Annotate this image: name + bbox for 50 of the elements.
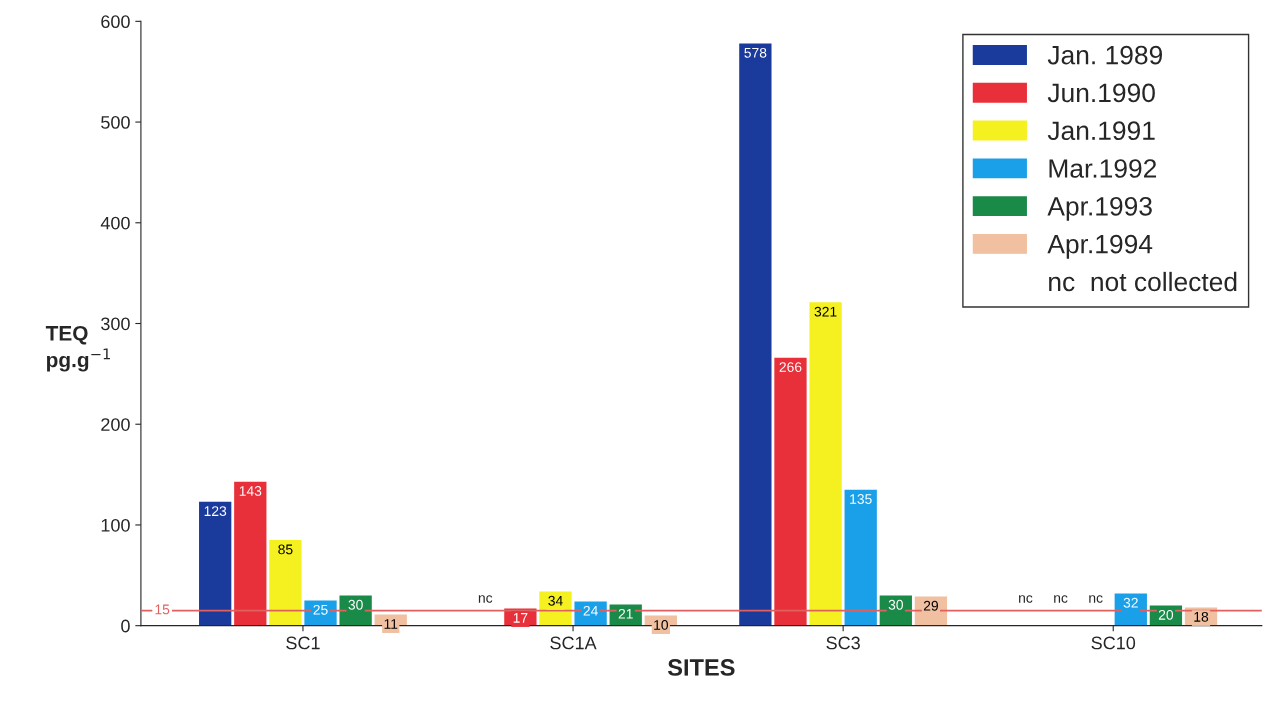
data-label: 25 [313, 604, 328, 615]
x-tick-label: SC1 [286, 636, 320, 650]
data-label: 32 [1123, 597, 1138, 608]
bar [269, 540, 302, 626]
data-label: 30 [888, 599, 903, 610]
data-label: 266 [779, 362, 802, 372]
x-tick-label: SC10 [1091, 636, 1136, 650]
data-label: 34 [548, 595, 563, 606]
text: nc [1089, 595, 1103, 603]
annotation: nc not collected [1049, 271, 1237, 292]
x-tick-label: SC3 [826, 636, 860, 650]
data-label: 85 [278, 544, 293, 555]
data-label: 123 [204, 506, 227, 517]
data-label: 20 [1158, 609, 1174, 620]
text: nc [478, 595, 493, 603]
legend-label: Jan.1991 [1047, 121, 1155, 141]
data-label: 24 [583, 605, 598, 616]
ref-line-label: 15 [155, 604, 170, 615]
y-tick-label: 600 [101, 15, 130, 29]
data-label: 29 [923, 600, 938, 611]
x-axis-title: SITES [667, 659, 735, 676]
legend-label: Jun.1990 [1047, 83, 1155, 103]
data-label: 143 [239, 486, 262, 496]
bar [809, 302, 842, 626]
text: nc [1019, 595, 1033, 603]
y-tick-label: 400 [100, 216, 130, 230]
data-label: 135 [850, 494, 872, 504]
data-label: 17 [513, 613, 528, 623]
text: nc [1054, 595, 1068, 603]
data-label: 30 [348, 599, 363, 610]
bar [739, 43, 772, 626]
data-label: 18 [1194, 611, 1209, 622]
data-label: 21 [618, 608, 633, 619]
data-label: 578 [744, 47, 767, 58]
legend-label: Apr.1993 [1047, 196, 1152, 221]
bar [844, 489, 877, 626]
y-tick-label: 200 [101, 418, 130, 431]
bar [234, 481, 267, 626]
y-tick-label: 500 [101, 115, 130, 129]
legend-label: Jan. 1989 [1047, 45, 1163, 65]
legend-label: Mar.1992 [1049, 159, 1157, 178]
bar [774, 357, 807, 626]
data-label: 321 [814, 306, 837, 317]
data-label: 11 [384, 619, 398, 629]
y-tick-label: 0 [121, 619, 130, 633]
data-label: 10 [654, 620, 669, 630]
legend-label: Apr.1994 [1047, 234, 1153, 259]
x-tick-label: SC1A [550, 636, 597, 650]
y-tick-label: 100 [101, 518, 130, 532]
bar [199, 501, 232, 626]
